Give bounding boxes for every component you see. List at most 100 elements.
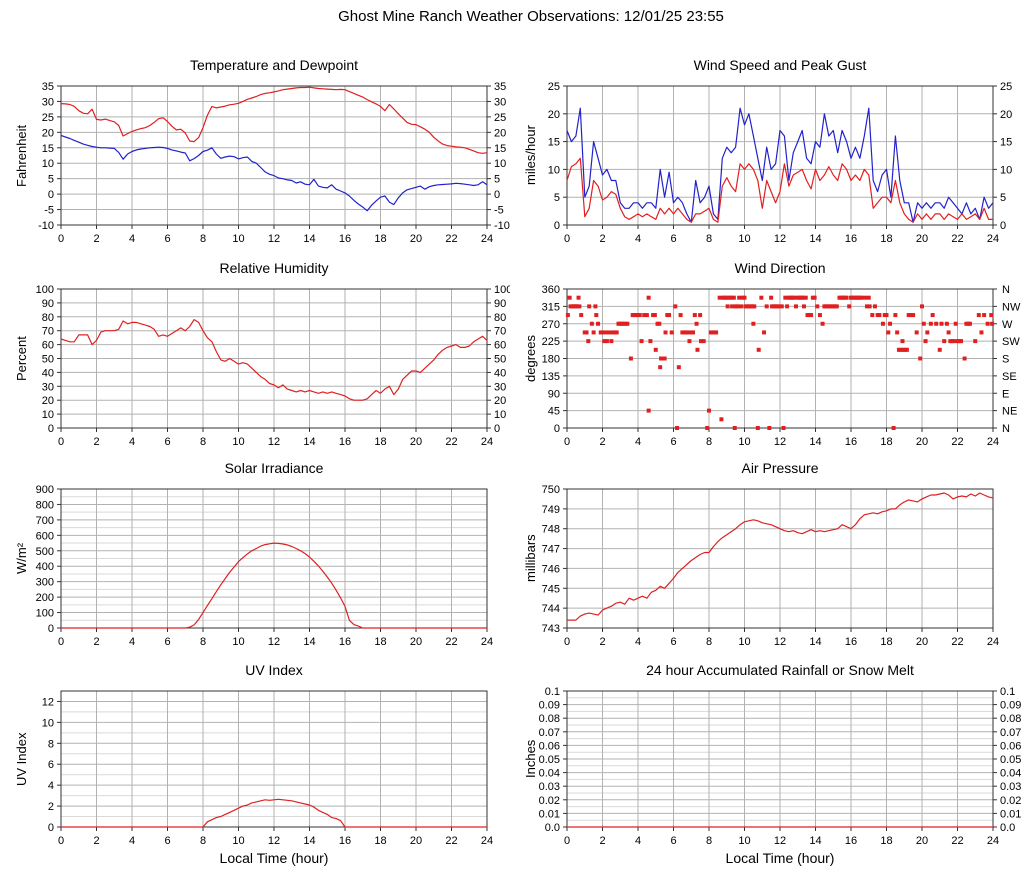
svg-text:2: 2: [93, 636, 99, 648]
svg-text:20: 20: [1000, 109, 1012, 121]
svg-text:20: 20: [916, 436, 928, 448]
svg-text:60: 60: [494, 340, 506, 352]
svg-text:0.08: 0.08: [1000, 713, 1021, 725]
svg-text:5: 5: [554, 192, 560, 204]
y-axis-label: Percent: [14, 336, 29, 381]
svg-text:25: 25: [548, 81, 560, 93]
svg-text:80: 80: [494, 312, 506, 324]
svg-text:25: 25: [494, 112, 506, 124]
svg-text:6: 6: [164, 233, 170, 245]
svg-text:18: 18: [880, 436, 892, 448]
chart-air-pressure: 0 2 4 6 8 10 12 14 16 18 20 22 24 743 744 745 746 747 748 7…: [515, 458, 1027, 658]
svg-text:30: 30: [42, 96, 54, 108]
svg-text:-10: -10: [38, 220, 54, 232]
svg-text:8: 8: [48, 738, 54, 750]
svg-text:0: 0: [564, 233, 570, 245]
svg-text:14: 14: [303, 835, 315, 847]
svg-text:70: 70: [494, 326, 506, 338]
svg-text:200: 200: [36, 592, 54, 604]
svg-text:25: 25: [42, 112, 54, 124]
svg-text:744: 744: [542, 603, 560, 615]
svg-text:100: 100: [494, 284, 510, 296]
svg-text:30: 30: [494, 381, 506, 393]
svg-text:0.03: 0.03: [1000, 781, 1021, 793]
rainfall-canvas: 0 2 4 6 8 10 12 14 16 18 20 22 240.0 0.00.01 0.010.02 0…: [539, 686, 1022, 847]
svg-text:4: 4: [48, 780, 54, 792]
svg-text:0.04: 0.04: [539, 768, 560, 780]
svg-text:4: 4: [129, 233, 135, 245]
svg-text:22: 22: [445, 436, 457, 448]
svg-text:35: 35: [494, 81, 506, 93]
svg-text:0.02: 0.02: [539, 795, 560, 807]
svg-text:22: 22: [951, 636, 963, 648]
svg-text:360: 360: [542, 284, 560, 296]
svg-text:W: W: [1002, 319, 1013, 331]
svg-text:747: 747: [542, 544, 560, 556]
svg-text:20: 20: [494, 395, 506, 407]
svg-text:14: 14: [303, 436, 315, 448]
svg-text:6: 6: [164, 835, 170, 847]
chart-solar-irradiance: 0 2 4 6 8 10 12 14 16 18 20 22 24 0 100 200 300 400 500 600…: [0, 458, 510, 658]
svg-text:2: 2: [93, 233, 99, 245]
svg-text:748: 748: [542, 524, 560, 536]
svg-text:0.1: 0.1: [1000, 686, 1015, 698]
svg-text:10: 10: [42, 409, 54, 421]
svg-text:2: 2: [599, 233, 605, 245]
y-axis-label: millibars: [523, 534, 538, 583]
svg-text:0.03: 0.03: [539, 781, 560, 793]
svg-text:315: 315: [542, 301, 560, 313]
chart-wind-speed-gust: 0 2 4 6 8 10 12 14 16 18 20 22 24 0 0 5 5 10 10 15 15 20 20 25 2…: [515, 55, 1027, 255]
svg-text:20: 20: [916, 233, 928, 245]
svg-text:0: 0: [58, 636, 64, 648]
chart-title: Wind Direction: [734, 260, 826, 276]
svg-text:N: N: [1002, 284, 1010, 296]
svg-text:0.09: 0.09: [1000, 700, 1021, 712]
svg-text:16: 16: [339, 233, 351, 245]
svg-text:2: 2: [93, 436, 99, 448]
svg-text:20: 20: [410, 436, 422, 448]
svg-text:0: 0: [48, 623, 54, 635]
svg-text:0.1: 0.1: [545, 686, 560, 698]
chart-temperature-dewpoint: 0 2 4 6 8 10 12 14 16 18 20 22 24 -10 -10 -5 -5 0 0 5 5 10 10 1…: [0, 55, 510, 255]
svg-text:30: 30: [42, 381, 54, 393]
svg-text:E: E: [1002, 388, 1009, 400]
svg-text:18: 18: [880, 233, 892, 245]
svg-text:16: 16: [339, 436, 351, 448]
chart-relative-humidity: 0 2 4 6 8 10 12 14 16 18 20 22 24 0 0 10 10 20 20 30 30 40 40 5…: [0, 258, 510, 458]
svg-text:16: 16: [845, 835, 857, 847]
svg-text:-10: -10: [494, 220, 510, 232]
svg-text:SW: SW: [1002, 336, 1020, 348]
svg-text:12: 12: [268, 233, 280, 245]
svg-text:14: 14: [303, 636, 315, 648]
svg-text:2: 2: [93, 835, 99, 847]
svg-text:4: 4: [129, 436, 135, 448]
svg-text:400: 400: [36, 561, 54, 573]
svg-text:10: 10: [232, 835, 244, 847]
svg-text:8: 8: [200, 233, 206, 245]
svg-text:12: 12: [774, 636, 786, 648]
svg-text:12: 12: [268, 436, 280, 448]
svg-text:0.06: 0.06: [539, 740, 560, 752]
svg-text:10: 10: [232, 233, 244, 245]
svg-text:8: 8: [200, 835, 206, 847]
svg-text:6: 6: [670, 436, 676, 448]
svg-text:14: 14: [809, 835, 821, 847]
svg-text:10: 10: [232, 436, 244, 448]
svg-text:24: 24: [481, 636, 493, 648]
svg-text:0: 0: [564, 436, 570, 448]
svg-text:0.01: 0.01: [1000, 808, 1021, 820]
svg-text:4: 4: [635, 436, 641, 448]
svg-text:80: 80: [42, 312, 54, 324]
svg-text:0.04: 0.04: [1000, 768, 1021, 780]
svg-text:0: 0: [58, 233, 64, 245]
svg-text:0.06: 0.06: [1000, 740, 1021, 752]
svg-text:18: 18: [880, 636, 892, 648]
svg-text:22: 22: [951, 233, 963, 245]
svg-text:40: 40: [494, 367, 506, 379]
svg-text:4: 4: [635, 835, 641, 847]
svg-text:4: 4: [129, 835, 135, 847]
svg-text:0: 0: [494, 189, 500, 201]
svg-text:15: 15: [548, 137, 560, 149]
